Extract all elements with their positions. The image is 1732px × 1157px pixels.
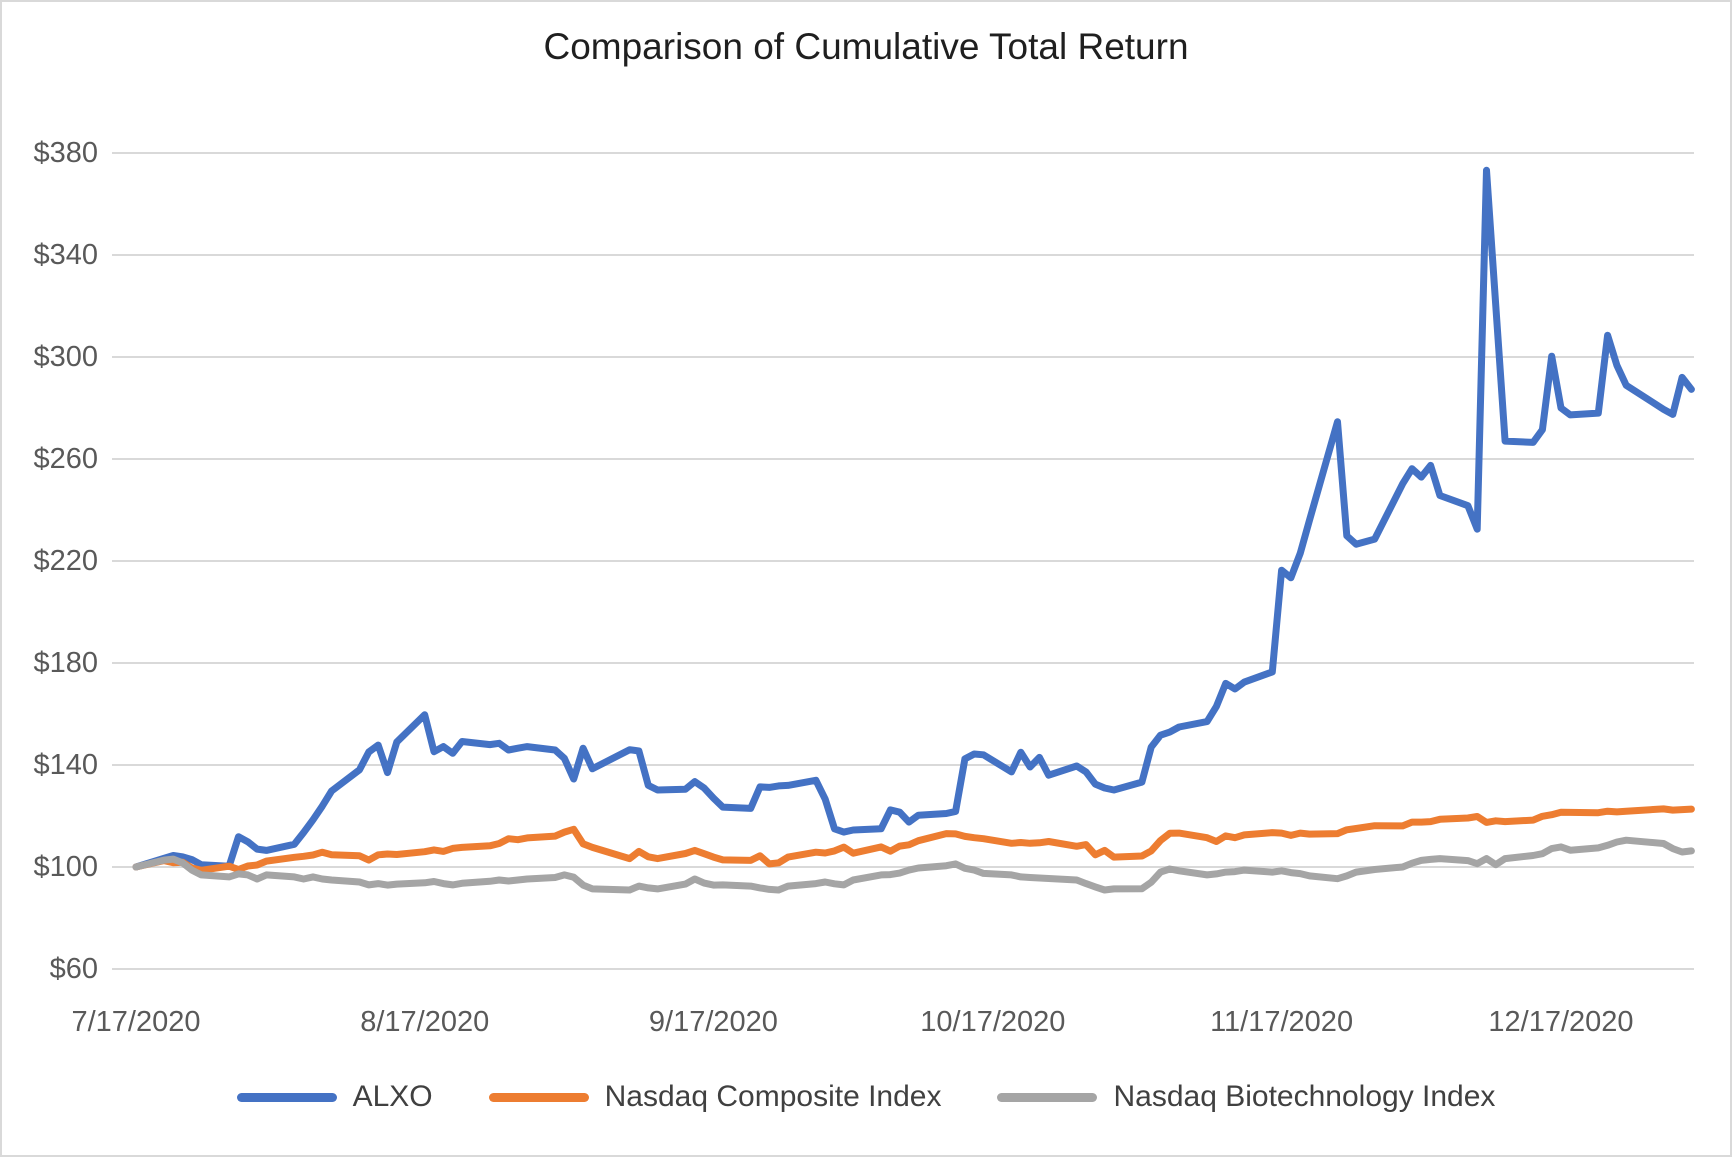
y-axis-tick-label: $100: [33, 851, 98, 883]
horizontal-gridlines: [112, 152, 1694, 970]
y-axis-tick-label: $340: [33, 239, 98, 271]
y-axis-tick-label: $380: [33, 137, 98, 169]
series-lines: [132, 166, 1695, 894]
x-axis-tick-label: 7/17/2020: [71, 1006, 201, 1038]
y-axis-tick-label: $300: [33, 341, 98, 373]
y-axis-tick-label: $180: [33, 647, 98, 679]
y-axis-tick-label: $60: [49, 953, 98, 985]
legend-item-nasdaq-biotechnology: Nasdaq Biotechnology Index: [997, 1080, 1495, 1114]
x-axis-tick-label: 8/17/2020: [360, 1006, 490, 1038]
legend-label: Nasdaq Biotechnology Index: [1113, 1080, 1496, 1113]
x-axis-tick-label: 11/17/2020: [1210, 1006, 1354, 1038]
legend: ALXO Nasdaq Composite Index Nasdaq Biote…: [2, 1080, 1730, 1114]
legend-label: ALXO: [352, 1080, 433, 1113]
x-axis-tick-label: 9/17/2020: [648, 1006, 778, 1038]
y-axis-tick-label: $140: [33, 749, 98, 781]
y-axis-tick-label: $260: [33, 443, 98, 475]
legend-label: Nasdaq Composite Index: [604, 1080, 942, 1113]
chart-title: Comparison of Cumulative Total Return: [543, 26, 1189, 67]
alxo-line-swatch-icon: [236, 1092, 337, 1102]
y-axis-tick-label: $220: [33, 545, 98, 577]
legend-item-alxo: ALXO: [236, 1080, 433, 1114]
legend-item-nasdaq-composite: Nasdaq Composite Index: [488, 1080, 942, 1114]
nasdaq-biotechnology-line-swatch-icon: [997, 1092, 1098, 1102]
x-axis-tick-label: 10/17/2020: [920, 1006, 1066, 1038]
x-axis-tick-label: 12/17/2020: [1488, 1006, 1634, 1038]
nasdaq-composite-line-swatch-icon: [488, 1092, 589, 1102]
